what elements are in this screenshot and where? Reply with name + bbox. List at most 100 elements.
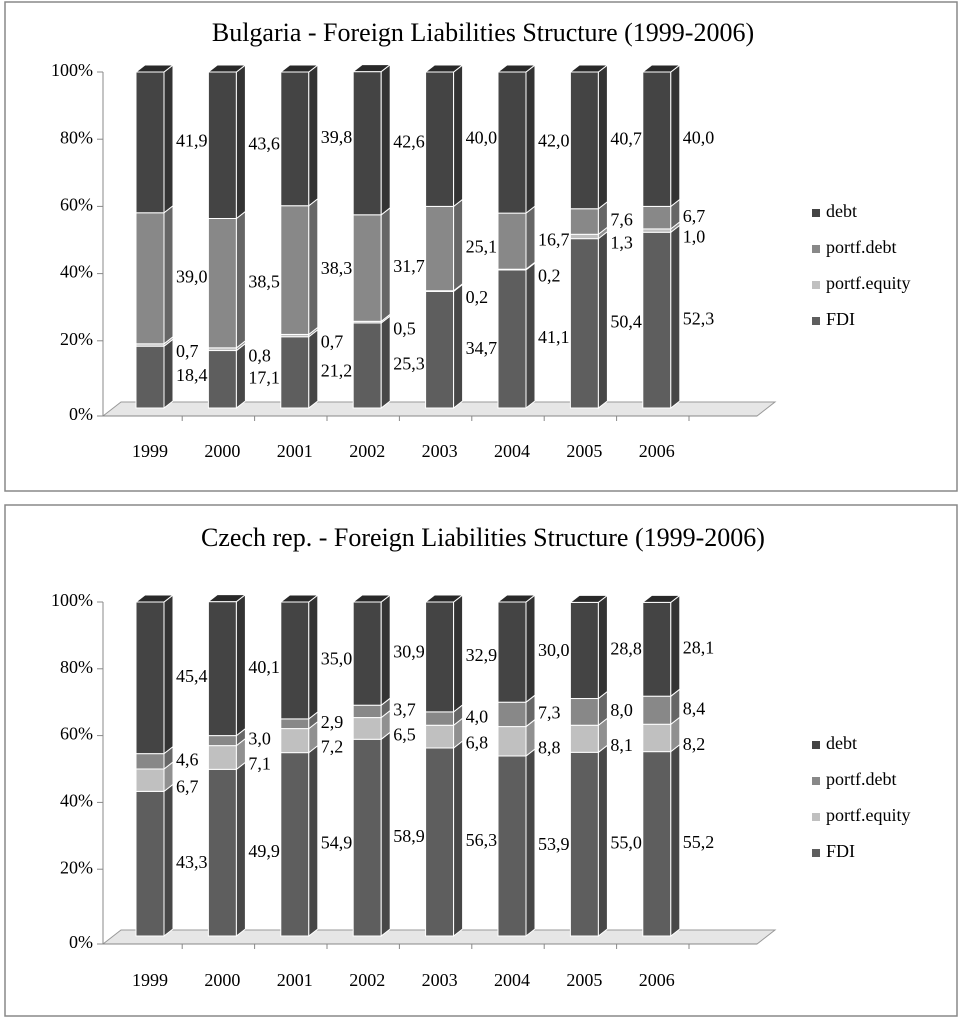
bar-front (207, 217, 237, 349)
data-label: 40,7 (610, 129, 642, 149)
bar-front (425, 205, 455, 292)
bar-front (497, 701, 527, 728)
x-tick-label: 1999 (132, 970, 168, 990)
bar-segment (279, 63, 320, 207)
data-label: 45,4 (176, 666, 208, 686)
bar-front (425, 290, 455, 409)
data-label: 0,2 (466, 287, 489, 307)
bar-front (207, 735, 237, 747)
y-tick-label: 100% (51, 590, 93, 610)
bar-front (642, 751, 672, 937)
bar-side (453, 739, 464, 938)
bar-segment (206, 593, 247, 737)
bar-front (207, 71, 237, 219)
data-label: 0,7 (321, 332, 344, 352)
legend-label: portf.debt (826, 769, 896, 789)
bar-top (496, 594, 537, 603)
bar-segment (351, 593, 392, 707)
data-label: 6,7 (683, 206, 706, 226)
bar-top (568, 64, 609, 73)
bar-segment (352, 314, 391, 410)
bar-front (135, 790, 165, 937)
bar-side (308, 328, 319, 410)
data-label: 52,3 (683, 308, 715, 328)
bar-front (497, 71, 527, 214)
bar-segment (496, 593, 537, 704)
bar-segment (135, 745, 174, 771)
x-tick-label: 2006 (639, 970, 675, 990)
bar-segment (207, 342, 246, 410)
bar-segment (424, 63, 465, 208)
bar-segment (135, 338, 174, 410)
data-label: 30,0 (538, 640, 570, 660)
bar-segment (280, 720, 319, 754)
bar-side (308, 63, 319, 207)
data-label: 43,6 (248, 133, 280, 153)
y-tick-label: 80% (60, 127, 93, 147)
bar-front (497, 212, 527, 270)
bar-segment (280, 328, 319, 410)
bar-top (641, 594, 682, 603)
bar-front (135, 345, 165, 409)
bar-front (207, 745, 237, 770)
bar-front (135, 753, 165, 770)
bar-segment (569, 200, 608, 236)
bar-segment (496, 63, 537, 215)
data-label: 7,2 (321, 737, 344, 757)
bar-side (597, 63, 608, 210)
x-tick-label: 2002 (349, 441, 385, 461)
bar-front (569, 238, 599, 409)
bar-segment (642, 743, 681, 938)
bar-side (525, 747, 536, 938)
data-label: 53,9 (538, 834, 570, 854)
legend-label: FDI (826, 309, 855, 329)
bar-front (135, 71, 165, 214)
data-label: 42,6 (393, 131, 425, 151)
bar-side (670, 743, 681, 938)
data-label: 40,0 (683, 127, 715, 147)
bar-front (280, 728, 310, 754)
bar-segment (425, 739, 464, 938)
bar-side (308, 744, 319, 938)
x-tick-label: 2001 (277, 441, 313, 461)
bar-side (163, 63, 174, 214)
bar-front (280, 601, 310, 720)
bar-segment (207, 737, 246, 771)
bar-segment (641, 594, 682, 698)
bar-segment (135, 783, 174, 938)
data-label: 16,7 (538, 229, 570, 249)
legend-swatch (812, 813, 820, 821)
bar-segment (352, 206, 391, 323)
y-tick-label: 0% (69, 404, 93, 424)
data-label: 8,8 (538, 737, 561, 757)
bar-front (135, 768, 165, 792)
bar-front (352, 738, 382, 937)
legend-label: debt (826, 201, 857, 221)
bar-front (425, 711, 455, 726)
bar-top (424, 594, 465, 603)
data-label: 0,8 (248, 345, 271, 365)
bar-side (308, 593, 319, 720)
bar-top (206, 594, 247, 603)
x-tick-label: 2000 (204, 970, 240, 990)
bar-segment (642, 198, 681, 230)
data-label: 55,0 (610, 832, 642, 852)
bar-front (497, 601, 527, 703)
bar-segment (135, 760, 174, 793)
bar-front (135, 212, 165, 345)
data-label: 4,6 (176, 749, 199, 769)
bar-top (279, 594, 320, 603)
bar-side (597, 744, 608, 938)
bar-top (134, 64, 175, 73)
bar-segment (279, 593, 320, 720)
legend-label: FDI (826, 841, 855, 861)
bar-front (280, 205, 310, 335)
x-tick-label: 2006 (639, 441, 675, 461)
y-tick-label: 60% (60, 724, 93, 744)
bar-front (207, 350, 237, 409)
data-label: 1,0 (683, 227, 706, 247)
data-label: 3,7 (393, 700, 416, 720)
data-label: 6,8 (466, 733, 489, 753)
bar-segment (497, 261, 536, 410)
